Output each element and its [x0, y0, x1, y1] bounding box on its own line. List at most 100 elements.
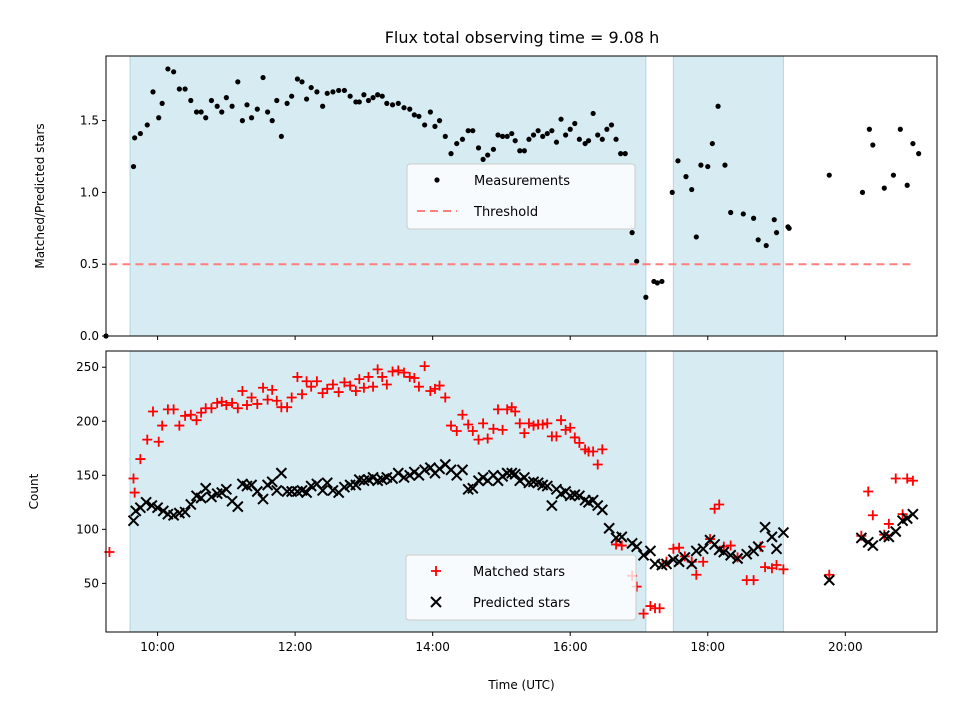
bottom-series-matched-stars	[104, 361, 918, 619]
matched-star-point	[890, 473, 901, 484]
predicted-star-point	[890, 525, 902, 538]
measurement-point	[866, 126, 872, 132]
predicted-star-point	[660, 558, 673, 570]
measurement-point	[260, 74, 266, 81]
measurement-point	[384, 100, 390, 106]
top-series-measurements	[103, 66, 922, 339]
matched-star-point	[147, 406, 158, 417]
measurement-point	[244, 102, 250, 108]
matched-star-point	[440, 392, 451, 403]
predicted-star-point	[200, 482, 212, 494]
measurement-point	[530, 132, 537, 138]
predicted-star-point	[467, 482, 479, 494]
matched-star-point	[560, 424, 571, 435]
matched-star-point	[241, 400, 252, 411]
top-y-tick-label: 0.0	[80, 329, 99, 343]
measurement-point	[176, 86, 182, 92]
measurement-point	[689, 186, 695, 193]
measurement-point	[698, 162, 704, 168]
measurement-point	[629, 230, 635, 236]
measurement-point	[324, 90, 330, 96]
measurement-point	[740, 211, 746, 217]
predicted-star-point	[127, 514, 140, 527]
matched-star-point	[258, 382, 269, 393]
measurement-point	[314, 89, 320, 95]
measurement-point	[303, 96, 310, 102]
matched-star-point	[237, 385, 248, 396]
legend-box	[406, 163, 636, 230]
top-legend: Measurements Threshold	[406, 163, 636, 230]
matched-star-point	[709, 503, 720, 514]
measurement-point	[659, 278, 665, 285]
measurement-point	[278, 133, 284, 140]
matched-star-point	[358, 382, 369, 393]
measurement-point	[182, 86, 188, 92]
predicted-star-point	[766, 531, 778, 543]
measurement-point	[459, 136, 466, 142]
matched-star-point	[528, 420, 539, 431]
matched-star-point	[297, 389, 308, 400]
matched-star-point	[377, 371, 388, 382]
matched-star-point	[451, 425, 462, 436]
measurement-point	[622, 151, 628, 157]
predicted-star-point	[759, 521, 771, 533]
measurement-point	[269, 118, 275, 124]
matched-star-point	[863, 486, 874, 497]
predicted-star-point	[630, 540, 643, 553]
measurement-point	[289, 93, 295, 99]
predicted-star-point	[185, 498, 197, 511]
matched-star-point	[778, 564, 789, 575]
measurement-point	[223, 95, 229, 101]
matched-star-point	[271, 395, 282, 406]
matched-star-point	[748, 575, 759, 586]
predicted-star-point	[281, 485, 293, 498]
measurement-point	[299, 79, 305, 85]
predicted-star-point	[251, 485, 264, 498]
matched-star-point	[128, 473, 139, 484]
predicted-star-point	[257, 493, 269, 505]
predicted-star-point	[350, 479, 362, 491]
bottom-panel-counts: 50 100 150 200 250 10:00 12:00 14:00 16:00 18:00 2…	[27, 350, 938, 692]
measurement-point	[595, 132, 601, 138]
matched-star-point	[168, 404, 179, 415]
bottom-x-tick-label: 12:00	[278, 640, 313, 654]
predicted-star-point	[179, 506, 191, 518]
matched-star-point	[354, 374, 365, 385]
matched-star-point	[381, 379, 392, 390]
legend-predicted-swatch	[430, 596, 442, 608]
legend-measurement-swatch	[434, 177, 440, 183]
measurement-point	[582, 140, 588, 147]
measurement-point	[722, 162, 728, 168]
measurement-point	[219, 109, 225, 115]
matched-star-point	[473, 434, 484, 445]
legend-matched-swatch	[431, 566, 441, 576]
measurement-point	[416, 113, 422, 119]
matched-star-point	[824, 569, 835, 580]
measurement-point	[320, 103, 326, 109]
matched-star-point	[327, 379, 338, 390]
measurement-point	[870, 142, 876, 148]
predicted-star-point	[907, 508, 919, 520]
predicted-star-point	[867, 539, 879, 552]
predicted-star-point	[266, 476, 278, 488]
matched-star-point	[409, 373, 420, 384]
measurement-point	[763, 242, 769, 249]
bottom-y-tick-label: 200	[76, 414, 99, 428]
matched-star-point	[142, 434, 153, 445]
measurement-point	[347, 93, 353, 99]
matched-star-point	[180, 410, 191, 421]
measurement-point	[284, 100, 290, 106]
measurement-point	[401, 105, 407, 111]
matched-star-point	[246, 392, 257, 403]
predicted-star-point	[456, 464, 469, 476]
measurement-point	[475, 145, 482, 151]
measurement-point	[504, 133, 510, 140]
matched-star-point	[714, 499, 725, 510]
predicted-star-point	[741, 548, 753, 560]
legend-label: Predicted stars	[473, 596, 570, 611]
measurement-point	[407, 106, 413, 112]
matched-star-point	[493, 404, 504, 415]
bottom-axes-frame	[105, 350, 938, 633]
matched-star-point	[425, 385, 436, 396]
bottom-x-tick-label: 10:00	[140, 640, 175, 654]
